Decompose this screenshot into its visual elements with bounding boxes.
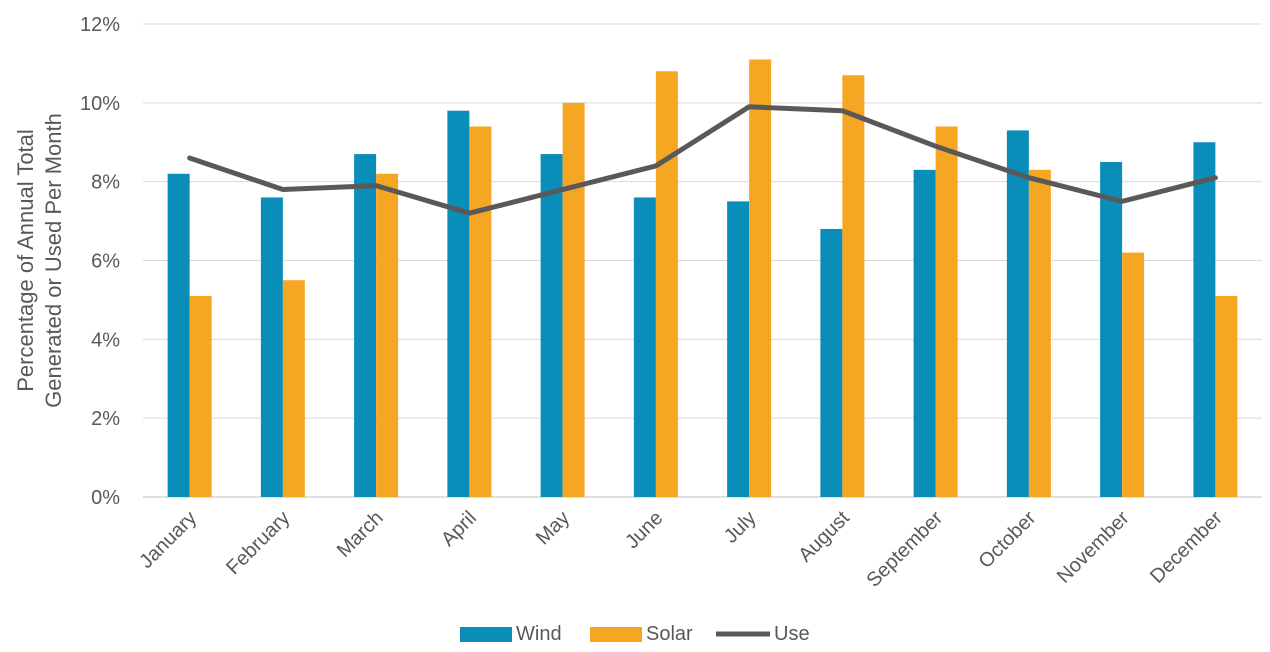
y-tick-label: 2% [91,408,120,430]
bar-wind [1006,130,1029,498]
bar-wind [820,228,843,497]
x-tick-label: September [862,507,947,592]
bar-wind [1100,161,1123,498]
y-tick-label: 12% [80,14,120,36]
bar-solar [1215,295,1238,497]
x-tick-label: December [1146,507,1227,588]
bar-solar [189,295,212,497]
y-tick-label: 6% [91,251,120,273]
legend-label: Use [774,623,810,645]
legend: Wind Solar Use [460,623,810,645]
gridlines [143,23,1262,498]
bar-wind [167,173,190,498]
y-tick-label: 8% [91,172,120,194]
bar-solar [935,126,958,497]
x-tick-label: June [621,507,667,553]
y-tick-label: 0% [91,487,120,509]
bar-solar [655,71,678,498]
x-tick-label: April [437,507,481,551]
bar-solar [749,59,772,497]
use-line-series [187,104,1218,216]
bar-wind [447,110,470,497]
x-tick-label: January [135,507,201,573]
x-tick-label: November [1053,507,1134,588]
y-tick-label: 4% [91,329,120,351]
x-tick-label: February [222,507,294,579]
y-axis-label-line-2: Generated or Used Per Month [41,113,66,408]
legend-swatch [460,627,512,642]
y-axis-label-line-1: Percentage of Annual Total [13,129,38,392]
bar-wind [260,197,283,497]
bar-solar [282,280,305,497]
x-axis-tick-labels: January February March April May June July Augu… [135,507,1227,592]
bar-wind [633,197,656,497]
bar-wind [913,169,936,497]
x-tick-label: July [720,507,761,548]
x-tick-label: October [975,507,1041,573]
bar-wind [354,154,377,497]
line-use [187,104,1218,216]
y-axis-tick-labels: 0% 2% 4% 6% 8% 10% 12% [80,14,120,509]
series-wind [167,110,1216,498]
bar-wind [1193,142,1216,497]
bar-solar [562,102,585,497]
legend-label: Solar [646,623,693,645]
x-tick-label: May [532,507,574,549]
legend-item-wind: Wind [460,623,562,645]
bars [167,59,1238,498]
legend-item-solar: Solar [590,623,693,645]
bar-solar [469,126,492,497]
legend-swatch [590,627,642,642]
legend-item-use: Use [716,623,810,645]
x-tick-label: March [333,507,388,562]
bar-wind [727,201,750,497]
legend-label: Wind [516,623,562,645]
y-axis-label: Percentage of Annual Total Generated or … [13,113,66,408]
bar-solar [376,173,399,498]
bar-wind [540,154,563,497]
bar-solar [1122,252,1145,497]
x-tick-label: August [794,507,854,567]
bar-solar [842,75,865,497]
y-tick-label: 10% [80,93,120,115]
series-solar [189,59,1238,498]
bar-solar [1028,169,1051,497]
